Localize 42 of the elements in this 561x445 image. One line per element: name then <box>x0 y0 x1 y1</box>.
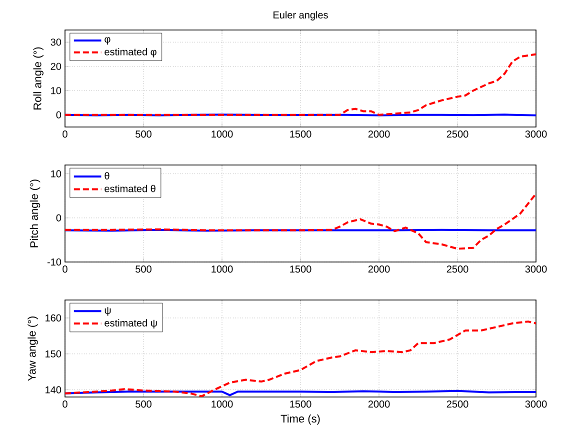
x-tick-label: 2500 <box>446 266 468 273</box>
y-tick-label: 10 <box>51 170 62 178</box>
x-tick-label: 0 <box>62 130 68 138</box>
x-tick-label: 500 <box>136 266 152 273</box>
y-tick-label: 150 <box>46 350 62 358</box>
y-tick-label: 30 <box>50 38 62 46</box>
y-tick-label: 140 <box>46 386 62 394</box>
legend-label: estimated θ <box>104 184 156 192</box>
y-tick-label: -10 <box>47 258 62 266</box>
legend-label: θ <box>104 172 110 180</box>
y-tick-label: 0 <box>56 214 62 222</box>
x-tick-label: 1500 <box>290 130 312 138</box>
x-tick-label: 0 <box>62 400 68 408</box>
x-tick-label: 2000 <box>368 130 390 138</box>
y-axis-title: Pitch angle (°) <box>30 180 40 248</box>
x-tick-label: 1000 <box>212 130 233 138</box>
x-tick-label: 1500 <box>290 400 312 408</box>
chart-title: Euler angles <box>274 11 328 20</box>
x-tick-label: 2000 <box>368 266 390 273</box>
y-axis-title: Roll angle (°) <box>33 47 44 110</box>
x-tick-label: 2500 <box>446 130 468 138</box>
x-tick-label: 1500 <box>290 266 312 273</box>
y-tick-label: 20 <box>50 62 62 70</box>
y-tick-label: 160 <box>46 314 62 322</box>
x-tick-label: 2500 <box>446 400 468 408</box>
x-tick-label: 2000 <box>368 400 390 408</box>
y-axis-title: Yaw angle (°) <box>28 316 38 381</box>
x-tick-label: 1000 <box>212 266 233 273</box>
x-axis-title: Time (s) <box>280 414 320 425</box>
x-tick-label: 500 <box>136 130 152 138</box>
y-tick-label: 0 <box>56 111 62 118</box>
legend-label: estimated ψ <box>104 319 157 328</box>
x-tick-label: 1000 <box>212 400 233 408</box>
x-tick-label: 3000 <box>525 130 547 138</box>
legend-label: ψ <box>104 307 111 316</box>
y-tick-label: 10 <box>51 87 62 94</box>
x-tick-label: 3000 <box>525 266 547 273</box>
x-tick-label: 500 <box>136 400 152 408</box>
legend-label: φ <box>104 37 110 45</box>
x-tick-label: 3000 <box>525 400 547 408</box>
legend-label: estimated φ <box>104 48 156 58</box>
x-tick-label: 0 <box>62 266 68 273</box>
